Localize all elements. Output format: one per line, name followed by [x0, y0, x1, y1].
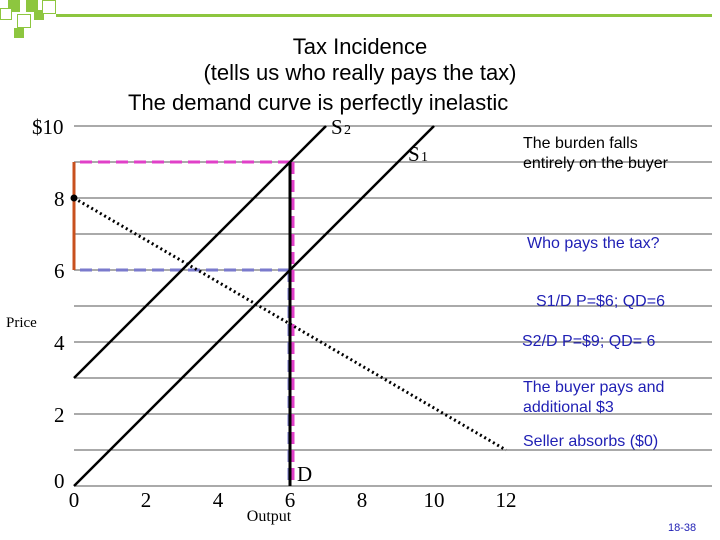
header-rule [56, 14, 712, 17]
x-tick-label: 4 [213, 488, 224, 512]
curve-label-s2-subscript: 2 [344, 123, 351, 138]
y-tick-label: 6 [54, 259, 65, 283]
burden-note-line1: The burden falls [523, 135, 638, 152]
x-tick-label: 6 [285, 488, 296, 512]
curve-label-s1-subscript: 1 [421, 150, 428, 165]
y-tick-label: 0 [54, 469, 65, 493]
curve-dotted-line [73, 196, 507, 452]
buyer-note-line2: additional $3 [523, 399, 614, 416]
slide-subtitle: The demand curve is perfectly inelastic [128, 90, 509, 115]
dotted-line-start-point [70, 194, 78, 202]
y-tick-label: 4 [54, 331, 65, 355]
y-tick-label: $10 [32, 115, 64, 139]
burden-note-line2: entirely on the buyer [523, 155, 668, 172]
equilibrium-note-s1: S1/D P=$6; QD=6 [536, 293, 665, 310]
curve-label-s1: S [408, 142, 420, 166]
curve-label-s2: S [331, 115, 343, 139]
x-axis-label: Output [247, 508, 292, 525]
slide-title: Tax Incidence [292, 34, 428, 59]
question-note: Who pays the tax? [527, 235, 660, 252]
curve-label-d: D [297, 462, 312, 486]
x-tick-label: 8 [357, 488, 368, 512]
y-tick-label: 8 [54, 187, 65, 211]
slide-number: 18-38 [668, 522, 697, 534]
slide-title-line2: (tells us who really pays the tax) [203, 60, 517, 85]
chart-overlays [72, 160, 295, 486]
curve-s2 [73, 125, 327, 379]
chart-curves [70, 125, 507, 487]
y-axis-label: Price [6, 315, 37, 331]
x-tick-label: 0 [69, 488, 80, 512]
y-tick-label: 2 [54, 403, 65, 427]
buyer-note-line1: The buyer pays and [523, 379, 665, 396]
equilibrium-note-s2: S2/D P=$9; QD= 6 [522, 333, 656, 350]
seller-note: Seller absorbs ($0) [523, 433, 659, 450]
x-tick-label: 12 [496, 488, 517, 512]
curve-s1 [73, 125, 435, 487]
x-tick-label: 2 [141, 488, 152, 512]
x-tick-label: 10 [424, 488, 445, 512]
